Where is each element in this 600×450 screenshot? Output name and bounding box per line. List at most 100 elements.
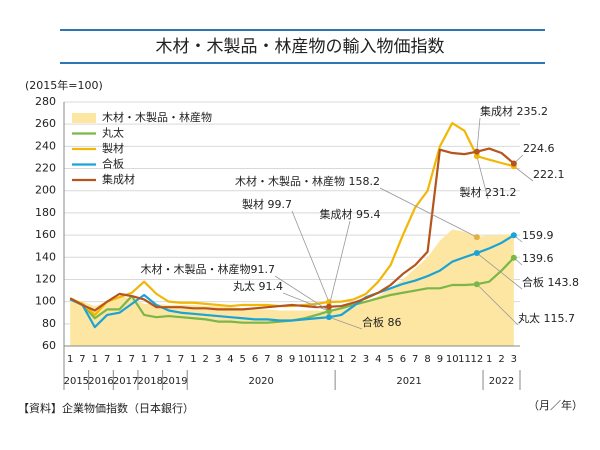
x-tick-label: 7 (79, 354, 85, 365)
value-label: 製材 99.7 (242, 197, 292, 211)
x-group-label: 2018 (138, 376, 163, 387)
x-tick-label: 1 (116, 354, 122, 365)
point-marker (510, 254, 517, 261)
x-group-label: 2017 (113, 376, 138, 387)
x-tick-label: 3 (215, 354, 221, 365)
leader-line (476, 156, 489, 200)
chart-title: 木材・木製品・林産物の輸入物価指数 (156, 37, 445, 57)
legend-label: 木材・木製品・林産物 (102, 110, 212, 124)
x-group-label: 2020 (248, 376, 273, 387)
leader-line (328, 220, 351, 307)
y-tick-label: 160 (35, 228, 56, 241)
x-group-label: 2015 (64, 376, 89, 387)
y-tick-label: 60 (42, 339, 56, 352)
x-tick-label: 7 (178, 354, 184, 365)
y-tick-label: 260 (35, 117, 56, 130)
source-note: 【資料】企業物価指数（日本銀行） (18, 401, 194, 415)
y-tick-label: 280 (35, 95, 56, 108)
value-label: 222.1 (533, 168, 565, 181)
value-label: 159.9 (522, 229, 554, 242)
x-unit: （月／年） (528, 398, 583, 412)
x-tick-label: 7 (104, 354, 110, 365)
x-group-label: 2022 (489, 376, 514, 387)
x-tick-label: 10 (298, 354, 311, 365)
x-tick-label: 2 (498, 354, 504, 365)
x-tick-label: 7 (412, 354, 418, 365)
y-tick-label: 120 (35, 272, 56, 285)
point-marker (510, 160, 517, 167)
x-tick-label: 7 (129, 354, 135, 365)
leader-line (513, 165, 534, 182)
y-tick-label: 100 (35, 295, 56, 308)
line (69, 234, 515, 329)
value-label: 丸太 91.4 (233, 280, 283, 293)
x-tick-label: 9 (437, 354, 443, 365)
point-marker (473, 250, 480, 257)
x-tick-label: 11 (310, 354, 323, 365)
y-unit: (2015年=100) (25, 78, 103, 92)
leader-line (379, 187, 478, 238)
value-label: 合板 86 (362, 315, 402, 329)
line (69, 147, 515, 312)
line (69, 121, 515, 317)
legend-label: 製材 (102, 141, 124, 155)
value-label: 木材・木製品・林産物91.7 (141, 262, 276, 276)
y-tick-label: 140 (35, 250, 56, 263)
point-marker (473, 148, 480, 155)
value-label: 丸太 115.7 (518, 312, 575, 325)
leader-line (476, 283, 519, 326)
x-tick-label: 9 (289, 354, 295, 365)
x-tick-label: 2 (203, 354, 209, 365)
x-tick-label: 1 (67, 354, 73, 365)
leader-line (282, 292, 330, 312)
y-tick-label: 220 (35, 162, 56, 175)
point-marker (473, 281, 480, 288)
point-marker (325, 314, 332, 321)
y-tick-label: 200 (35, 184, 56, 197)
value-label: 製材 231.2 (460, 185, 517, 199)
x-tick-label: 1 (190, 354, 196, 365)
x-tick-label: 7 (153, 354, 159, 365)
leader-line (476, 252, 523, 290)
x-tick-label: 6 (400, 354, 406, 365)
x-tick-label: 5 (387, 354, 393, 365)
x-tick-label: 1 (166, 354, 172, 365)
leader-line (274, 275, 330, 312)
value-label: 139.6 (522, 252, 554, 265)
x-tick-label: 1 (338, 354, 344, 365)
x-tick-label: 1 (486, 354, 492, 365)
value-label: 集成材 235.2 (480, 104, 548, 118)
x-tick-label: 2 (350, 354, 356, 365)
x-tick-label: 10 (446, 354, 459, 365)
value-label: 木材・木製品・林産物 158.2 (235, 174, 380, 188)
x-tick-label: 3 (511, 354, 517, 365)
point-marker (510, 232, 517, 239)
y-tick-label: 80 (42, 317, 56, 330)
leader-line (291, 210, 330, 303)
point-marker (325, 308, 332, 315)
x-tick-label: 5 (240, 354, 246, 365)
value-label: 集成材 95.4 (320, 207, 381, 221)
x-tick-label: 11 (458, 354, 471, 365)
point-marker (325, 303, 332, 310)
legend-label: 集成材 (102, 172, 135, 186)
x-tick-label: 4 (375, 354, 381, 365)
legend-label: 合板 (102, 157, 124, 171)
x-tick-label: 6 (252, 354, 258, 365)
leader-line (328, 316, 363, 330)
x-tick-label: 1 (141, 354, 147, 365)
x-tick-label: 4 (227, 354, 233, 365)
x-tick-label: 8 (276, 354, 282, 365)
x-tick-label: 3 (363, 354, 369, 365)
x-tick-label: 7 (264, 354, 270, 365)
legend-swatch (72, 113, 96, 123)
y-tick-label: 180 (35, 206, 56, 219)
x-group-label: 2016 (88, 376, 113, 387)
x-tick-label: 12 (470, 354, 483, 365)
x-group-label: 2021 (396, 376, 421, 387)
point-marker (473, 234, 480, 241)
x-tick-label: 1 (92, 354, 98, 365)
point-marker (473, 153, 480, 160)
value-label: 224.6 (523, 142, 555, 155)
